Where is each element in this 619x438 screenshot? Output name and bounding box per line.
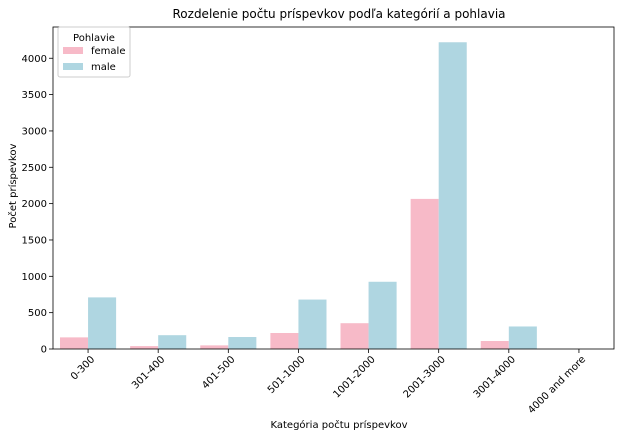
bar-female-1001-2000 <box>340 323 369 349</box>
bar-female-3001-4000 <box>480 341 509 349</box>
y-axis: 0 500 1000 1500 2000 2500 3000 3500 4000 <box>22 54 53 356</box>
legend-swatch-male <box>63 63 83 70</box>
bar-female-501-1000 <box>270 333 299 349</box>
x-tick-label: 401-500 <box>200 354 237 391</box>
legend-label-male: male <box>91 62 116 73</box>
x-tick-label: 4000 and more <box>526 354 588 416</box>
bar-male-0-300 <box>88 297 117 349</box>
y-tick-label: 1500 <box>22 235 47 246</box>
bar-male-3001-4000 <box>508 326 537 349</box>
y-tick-label: 2000 <box>22 199 47 210</box>
bar-male-1001-2000 <box>368 281 397 349</box>
x-axis: 0-300 301-400 401-500 501-1000 1001-2000 2001… <box>69 349 588 416</box>
y-tick-label: 2500 <box>22 163 47 174</box>
legend: Pohlavie female male <box>57 26 131 78</box>
bar-female-2001-3000 <box>410 198 439 349</box>
y-tick-label: 3500 <box>22 90 47 101</box>
axes-frame <box>52 26 615 350</box>
x-tick-label: 2001-3000 <box>402 354 448 400</box>
x-axis-label: Kategória počtu príspevkov <box>271 419 408 431</box>
y-tick-label: 4000 <box>22 54 47 65</box>
legend-label-female: female <box>91 46 125 57</box>
bar-male-2001-3000 <box>438 42 467 349</box>
x-tick-label: 301-400 <box>130 354 167 391</box>
plot-area: 0 500 1000 1500 2000 2500 3000 3500 4000 0-300 301… <box>22 26 615 416</box>
x-tick-label: 1001-2000 <box>331 354 377 400</box>
chart-title: Rozdelenie počtu príspevkov podľa kategó… <box>173 7 506 21</box>
y-tick-label: 3000 <box>22 126 47 137</box>
y-tick-label: 500 <box>28 308 47 319</box>
y-tick-label: 1000 <box>22 272 47 283</box>
bar-female-0-300 <box>60 337 89 349</box>
y-axis-label: Počet príspevkov <box>7 143 19 228</box>
legend-swatch-female <box>63 47 83 54</box>
x-tick-label: 0-300 <box>69 354 97 382</box>
x-tick-label: 3001-4000 <box>472 354 518 400</box>
bar-female-301-400 <box>130 346 159 349</box>
bars-group <box>60 42 537 349</box>
legend-entries: female male <box>63 46 125 73</box>
x-tick-label: 501-1000 <box>266 354 308 396</box>
bar-male-501-1000 <box>298 299 327 349</box>
bar-male-301-400 <box>158 335 187 349</box>
bar-male-401-500 <box>228 337 257 349</box>
legend-title: Pohlavie <box>73 33 115 44</box>
bar-female-401-500 <box>200 345 229 349</box>
y-tick-label: 0 <box>41 345 47 356</box>
